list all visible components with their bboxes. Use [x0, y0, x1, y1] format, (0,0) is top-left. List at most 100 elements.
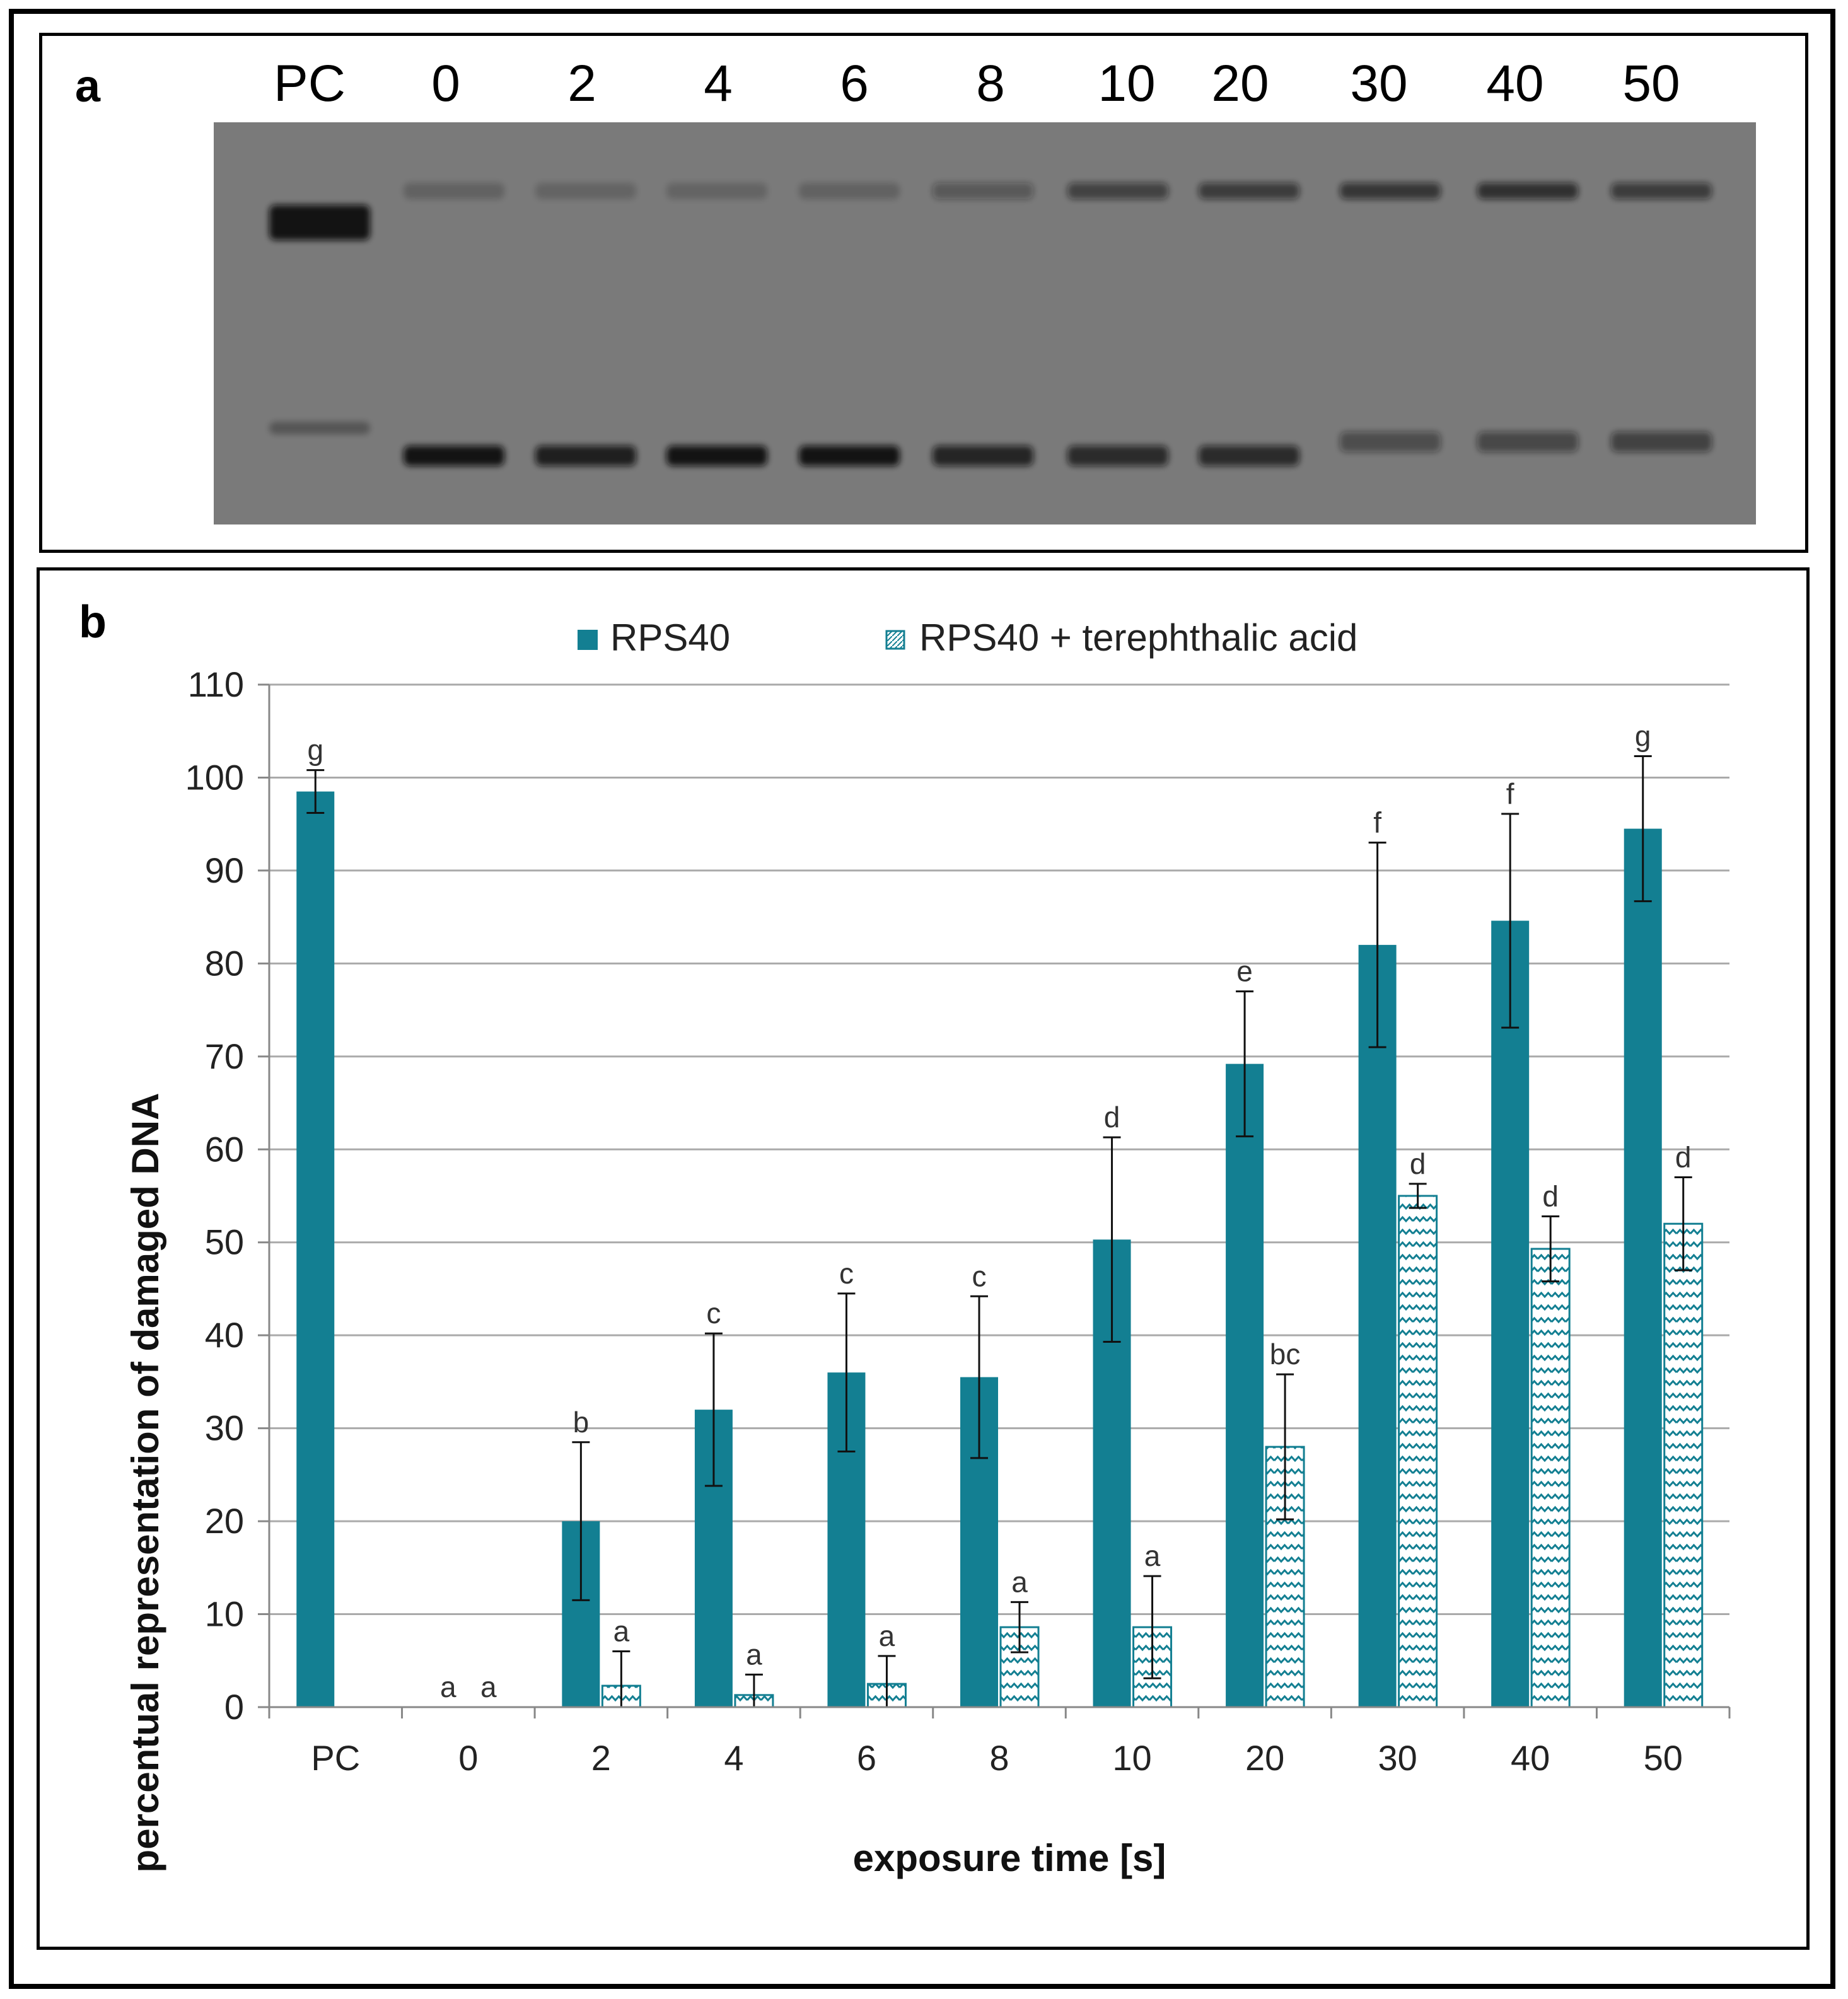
bars: [296, 791, 1704, 1708]
gel-lower-band: [799, 446, 900, 466]
gel-upper-band: [1611, 183, 1712, 199]
gel-lane-label: 8: [976, 55, 1005, 112]
significance-label: c: [972, 1260, 987, 1292]
bar-rps40-terephthalic: [1398, 1195, 1438, 1708]
significance-label: f: [1506, 777, 1514, 810]
gel-lower-band: [404, 446, 504, 466]
significance-label: c: [839, 1257, 854, 1290]
bar-rps40: [1624, 828, 1662, 1707]
gel-upper-band: [1340, 183, 1441, 199]
legend-swatch-rps40: [578, 630, 598, 650]
gel-lower-band: [1199, 446, 1299, 466]
gel-lower-band: [933, 446, 1033, 466]
gel-lane-label: 4: [704, 55, 733, 112]
y-tick-label: 10: [205, 1594, 244, 1634]
significance-label: d: [1675, 1141, 1692, 1174]
gel-upper-band: [404, 183, 504, 199]
significance-label: a: [879, 1619, 895, 1652]
gel-lower-band: [1340, 432, 1441, 452]
significance-label: a: [746, 1638, 762, 1671]
chart-panel: b RPS40 RPS40 + terephthalic acid 0 10 20 3…: [37, 567, 1810, 1950]
significance-label: a: [440, 1671, 456, 1703]
x-tick-label: 2: [591, 1738, 611, 1778]
significance-label: e: [1236, 955, 1253, 988]
bar-rps40-terephthalic: [1663, 1222, 1704, 1708]
panel-b-label: b: [79, 597, 107, 647]
significance-label: a: [1144, 1539, 1161, 1572]
bar-rps40: [296, 791, 335, 1707]
gel-lane-label: 40: [1486, 55, 1543, 112]
significance-label: a: [480, 1671, 497, 1703]
x-tick-label: 40: [1511, 1738, 1550, 1778]
bar-rps40: [1226, 1063, 1264, 1707]
gel-upper-band: [1477, 183, 1578, 199]
legend-label-rps40: RPS40: [610, 617, 730, 659]
x-axis-title: exposure time [s]: [853, 1837, 1166, 1879]
gel-image: a PC 0 2 4 6 8 10 20 30 40 50: [75, 55, 1756, 524]
y-axis-title: percentual representation of damaged DNA: [124, 1093, 166, 1873]
gel-lower-band: [269, 422, 370, 434]
x-tick-label: 20: [1245, 1738, 1284, 1778]
gel-lane-label: 50: [1622, 55, 1680, 112]
legend-swatch-rps40-terephthalic: [885, 630, 905, 650]
gel-lower-band: [535, 446, 636, 466]
bar-rps40: [1358, 944, 1397, 1707]
x-tick-label: 50: [1644, 1738, 1683, 1778]
x-tick-label: PC: [311, 1738, 360, 1778]
y-tick-label: 60: [205, 1129, 244, 1169]
gel-panel: a PC 0 2 4 6 8 10 20 30 40 50: [39, 33, 1808, 553]
gel-upper-band: [666, 183, 767, 199]
significance-label: d: [1410, 1147, 1426, 1180]
significance-label: bc: [1270, 1338, 1301, 1370]
bar-rps40: [1491, 920, 1530, 1707]
significance-label: g: [307, 734, 323, 767]
y-tick-label: 70: [205, 1036, 244, 1076]
y-tick-label: 80: [205, 943, 244, 983]
x-tick-label: 4: [724, 1738, 743, 1778]
y-tick-label: 30: [205, 1408, 244, 1448]
gel-upper-band: [269, 205, 370, 240]
gel-upper-band: [535, 183, 636, 199]
grid-lines: [269, 683, 1729, 1616]
gel-upper-band: [799, 183, 900, 199]
figure-frame: [9, 9, 1835, 1989]
significance-label: c: [706, 1297, 721, 1330]
panel-a-label: a: [75, 61, 101, 112]
gel-lane-label: 6: [840, 55, 869, 112]
significance-label: a: [613, 1615, 630, 1648]
gel-upper-band: [1199, 183, 1299, 199]
legend-label-rps40-terephthalic: RPS40 + terephthalic acid: [919, 617, 1357, 659]
gel-lane-label: 2: [567, 55, 596, 112]
x-tick-label: 0: [458, 1738, 478, 1778]
gel-lower-band: [1067, 446, 1168, 466]
gel-lower-band: [1611, 432, 1712, 452]
gel-lane-label: 10: [1098, 55, 1155, 112]
gel-lane-label: 30: [1350, 55, 1407, 112]
gel-lower-band: [666, 446, 767, 466]
error-bars: [306, 755, 1692, 1708]
significance-label: f: [1373, 806, 1381, 839]
gel-upper-band: [933, 183, 1033, 199]
gel-lane-label: PC: [274, 55, 346, 112]
gel-upper-band: [1067, 183, 1168, 199]
x-tick-label: 6: [857, 1738, 876, 1778]
gel-lane-label: 20: [1211, 55, 1269, 112]
gel-lane-label: 0: [431, 55, 460, 112]
significance-label: a: [1011, 1565, 1028, 1598]
y-tick-label: 50: [205, 1222, 244, 1262]
y-tick-label: 20: [205, 1501, 244, 1541]
x-tick-label: 10: [1112, 1738, 1151, 1778]
x-axis-ticks: PC 0 2 4 6 8 10 20 30 40 50: [268, 1707, 1731, 1778]
x-tick-label: 8: [989, 1738, 1009, 1778]
bar-rps40-terephthalic: [1530, 1248, 1571, 1708]
gel-lower-band: [1477, 432, 1578, 452]
significance-label: g: [1635, 720, 1651, 753]
y-tick-label: 110: [188, 664, 244, 704]
y-tick-label: 40: [205, 1315, 244, 1355]
significance-label: d: [1542, 1179, 1559, 1212]
significance-label: d: [1104, 1101, 1120, 1133]
y-tick-label: 100: [185, 757, 244, 797]
y-axis-ticks: 0 10 20 30 40 50 60 70 80 90 100 110: [185, 664, 269, 1727]
significance-label: b: [573, 1406, 590, 1439]
